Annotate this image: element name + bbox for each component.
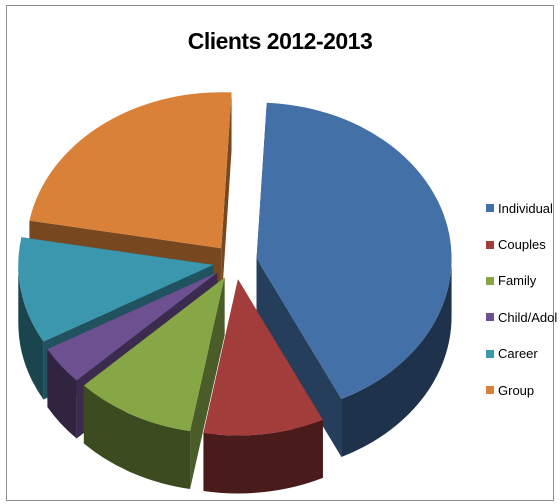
- slice-top-face: [47, 272, 218, 381]
- slice-side-wall: [221, 92, 232, 307]
- legend-item-child-adol: Child/Adol: [486, 299, 557, 335]
- legend-swatch: [486, 386, 494, 395]
- slice-outer-wall: [83, 385, 191, 490]
- slice-top-face: [83, 277, 225, 432]
- legend-item-individual: Individual: [486, 190, 557, 226]
- legend-item-career: Career: [486, 336, 557, 372]
- legend-label: Group: [498, 382, 535, 398]
- chart-legend: Individual Couples Family Child/Adol Career G…: [486, 190, 557, 408]
- slice-top-face: [256, 102, 452, 399]
- legend-swatch: [486, 349, 494, 358]
- slice-outer-wall: [18, 264, 44, 400]
- pie-slice-individual: [256, 102, 452, 457]
- pie-slice-couples: [203, 279, 323, 494]
- slice-top-face: [29, 92, 232, 249]
- chart-title: Clients 2012-2013: [187, 28, 373, 54]
- legend-label: Family: [498, 273, 537, 289]
- legend-label: Individual: [498, 200, 553, 216]
- slice-top-face: [203, 279, 323, 436]
- slice-side-wall: [47, 272, 218, 408]
- slice-outer-wall: [47, 349, 77, 439]
- legend-item-group: Group: [486, 372, 557, 408]
- slice-outer-wall: [341, 258, 452, 457]
- slice-outer-wall: [203, 419, 323, 494]
- legend-label: Child/Adol: [498, 309, 558, 325]
- legend-swatch: [486, 204, 494, 213]
- legend-item-couples: Couples: [486, 226, 557, 262]
- slice-top-face: [18, 237, 214, 342]
- legend-swatch: [486, 240, 494, 249]
- legend-swatch: [486, 313, 494, 322]
- legend-label: Career: [498, 346, 538, 362]
- legend-item-family: Family: [486, 263, 557, 299]
- pie-slice-family: [83, 277, 225, 490]
- legend-swatch: [486, 276, 494, 285]
- legend-label: Couples: [498, 237, 546, 253]
- slice-side-wall: [256, 258, 342, 457]
